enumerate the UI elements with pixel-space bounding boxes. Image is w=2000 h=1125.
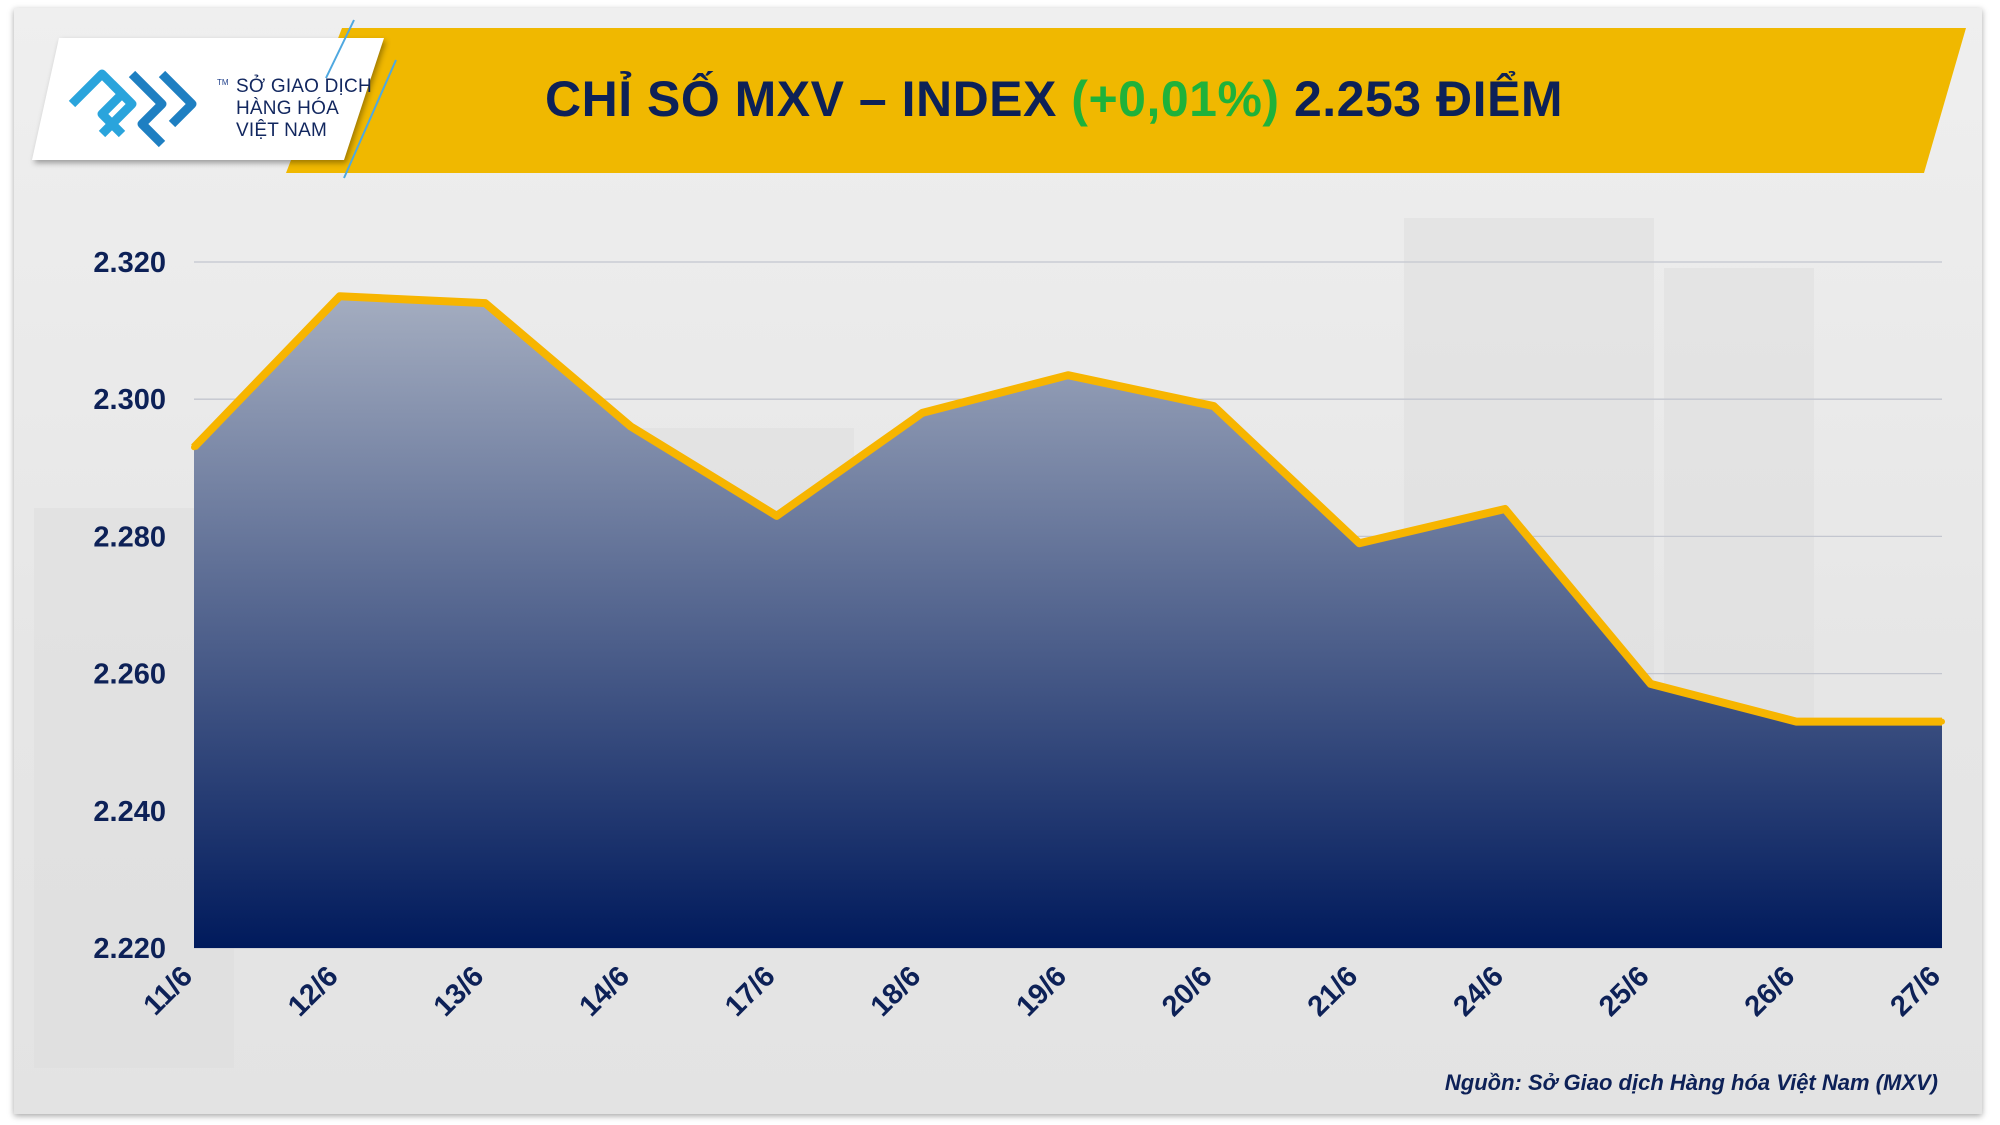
logo-line-3: VIỆT NAM	[236, 120, 327, 141]
logo-line-2: HÀNG HÓA	[236, 98, 339, 119]
x-tick-label: 24/6	[1447, 960, 1510, 1023]
x-axis-ticks: 11/6 12/6 13/6 14/6 17/6 18/6 19/6 20/6 21/6 24/6…	[138, 960, 1947, 1023]
data-point-24/6	[1502, 505, 1508, 512]
data-point-12/6	[336, 293, 343, 300]
area-series	[191, 292, 1945, 948]
x-tick-label: 12/6	[282, 960, 345, 1023]
y-tick-label: 2.280	[93, 521, 166, 553]
x-tick-label: 20/6	[1156, 960, 1219, 1023]
y-tick-label: 2.220	[93, 933, 166, 965]
data-point-17/6	[773, 512, 780, 519]
x-tick-label: 27/6	[1884, 960, 1947, 1023]
data-point-20/6	[1210, 403, 1217, 410]
logo-accent-line	[325, 19, 355, 79]
x-tick-label: 19/6	[1010, 960, 1073, 1023]
title-value: 2.253 ĐIỂM	[1293, 71, 1563, 127]
x-tick-label: 13/6	[428, 960, 491, 1023]
y-tick-label: 2.260	[93, 659, 166, 691]
data-point-19/6	[1065, 372, 1071, 379]
data-point-21/6	[1356, 540, 1363, 547]
data-point-25/6	[1647, 680, 1654, 687]
data-point-14/6	[628, 423, 634, 430]
x-tick-label: 14/6	[573, 960, 636, 1023]
x-tick-label: 26/6	[1739, 960, 1802, 1023]
logo-line-1: SỞ GIAO DỊCH	[236, 76, 372, 97]
x-tick-label: 18/6	[865, 960, 928, 1023]
data-point-27/6	[1939, 718, 1945, 725]
data-point-18/6	[919, 409, 926, 416]
y-tick-label: 2.240	[93, 796, 166, 828]
x-tick-label: 25/6	[1593, 960, 1656, 1023]
chart-frame: TM SỞ GIAO DỊCH HÀNG HÓA VIỆT NAM CHỈ SỐ…	[14, 8, 1982, 1114]
logo-trademark: TM	[217, 78, 229, 87]
logo-accent-line-2	[343, 59, 397, 179]
mxv-logo-icon	[68, 69, 197, 148]
x-tick-label: 17/6	[719, 960, 782, 1023]
header-yellow-band	[286, 28, 1966, 173]
source-note: Nguồn: Sở Giao dịch Hàng hóa Việt Nam (M…	[1444, 1070, 1938, 1095]
y-tick-label: 2.300	[93, 384, 166, 416]
title-main: CHỈ SỐ MXV – INDEX	[545, 71, 1057, 127]
x-tick-label: 21/6	[1302, 960, 1365, 1023]
area-fill	[194, 296, 1942, 948]
y-tick-label: 2.320	[93, 247, 166, 279]
y-axis-ticks: 2.220 2.240 2.260 2.280 2.300 2.320	[93, 247, 166, 965]
data-point-13/6	[482, 300, 489, 307]
data-point-11/6	[191, 444, 197, 451]
data-point-26/6	[1793, 718, 1800, 725]
title-change: (+0,01%)	[1071, 71, 1280, 127]
logo-text: SỞ GIAO DỊCH HÀNG HÓA VIỆT NAM	[236, 76, 372, 142]
chart-title: CHỈ SỐ MXV – INDEX (+0,01%) 2.253 ĐIỂM	[534, 70, 1574, 128]
header-bar	[32, 19, 1966, 179]
